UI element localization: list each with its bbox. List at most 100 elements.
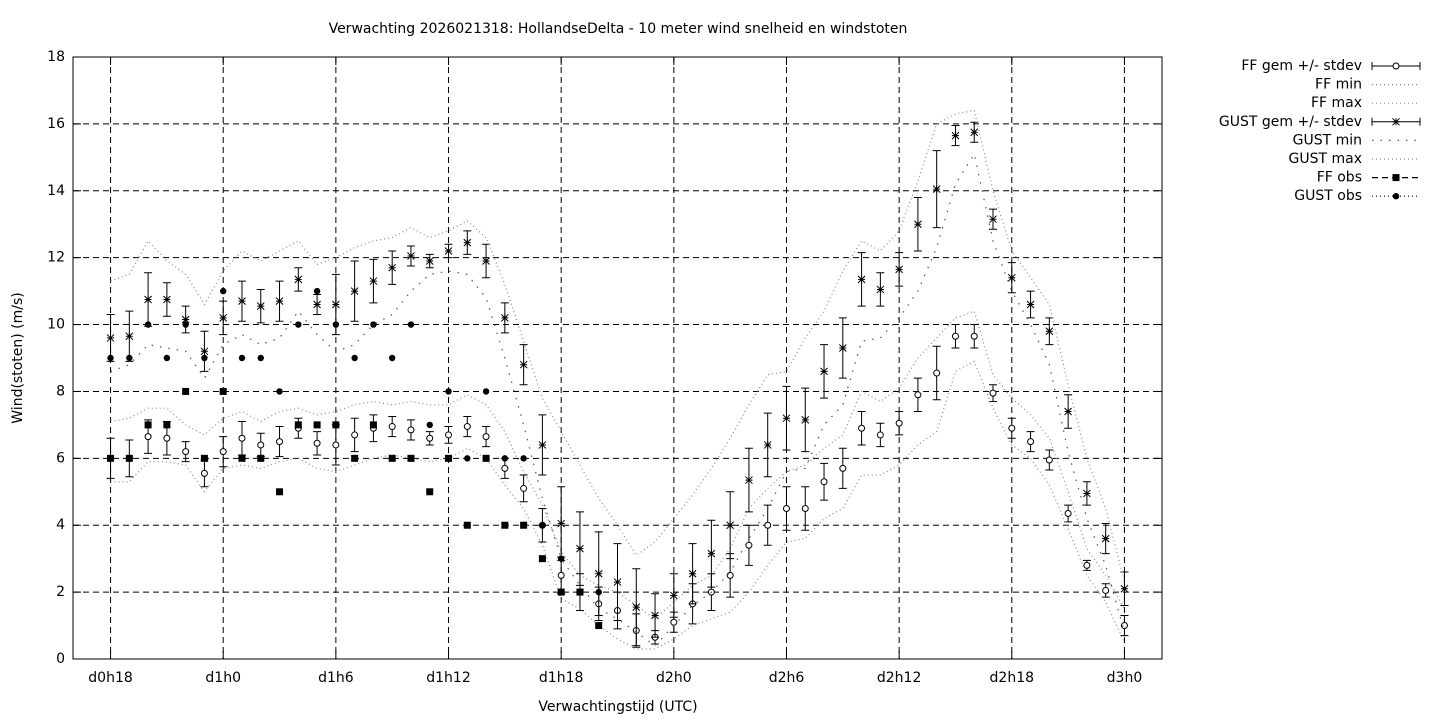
- error-point: [726, 491, 735, 560]
- marker: [370, 321, 377, 328]
- marker: [576, 588, 584, 596]
- marker: [463, 521, 471, 529]
- error-point: [895, 252, 904, 287]
- marker: [1102, 586, 1110, 594]
- error-point: [106, 314, 115, 362]
- marker: [388, 454, 396, 462]
- marker: [538, 441, 547, 449]
- marker: [951, 332, 959, 340]
- x-tick-label: d1h18: [539, 670, 583, 686]
- marker: [163, 434, 171, 442]
- y-tick-label: 6: [56, 450, 65, 466]
- marker: [745, 476, 753, 484]
- marker: [181, 315, 190, 324]
- marker: [520, 484, 528, 492]
- error-point: [989, 208, 998, 230]
- error-point: [388, 416, 397, 438]
- marker: [1007, 273, 1016, 282]
- marker: [125, 332, 134, 341]
- marker: [351, 431, 359, 439]
- legend-label: GUST min: [1293, 132, 1362, 148]
- marker: [557, 555, 565, 562]
- marker: [726, 571, 734, 579]
- marker: [444, 247, 453, 255]
- marker: [163, 295, 171, 304]
- marker: [182, 448, 190, 456]
- marker: [933, 369, 941, 377]
- marker: [876, 431, 884, 439]
- error-point: [200, 459, 209, 488]
- marker: [126, 354, 133, 362]
- marker: [1101, 534, 1110, 543]
- marker: [351, 454, 359, 462]
- x-tick-label: d3h0: [1107, 670, 1143, 686]
- marker: [276, 488, 284, 496]
- marker: [407, 454, 415, 462]
- marker: [426, 488, 434, 496]
- marker: [182, 387, 190, 395]
- x-tick-label: d1h12: [426, 670, 470, 686]
- x-tick-label: d2h18: [990, 670, 1034, 686]
- marker: [445, 454, 453, 462]
- error-point: [594, 531, 603, 617]
- error-point: [763, 504, 772, 546]
- y-tick-label: 10: [47, 317, 65, 333]
- marker: [332, 421, 340, 429]
- marker: [182, 321, 189, 328]
- marker: [257, 441, 265, 449]
- error-point: [1045, 449, 1054, 471]
- marker: [838, 344, 847, 352]
- marker: [501, 455, 509, 462]
- marker: [989, 389, 997, 397]
- marker: [106, 334, 115, 342]
- marker: [369, 421, 377, 429]
- error-point: [275, 426, 284, 458]
- y-tick-label: 4: [56, 517, 65, 533]
- marker: [1120, 584, 1129, 593]
- marker: [613, 578, 622, 586]
- marker: [313, 439, 321, 447]
- marker: [313, 300, 321, 309]
- marker: [276, 438, 284, 446]
- error-point: [913, 377, 922, 413]
- error-point: [1082, 481, 1091, 506]
- error-point: [1026, 431, 1035, 453]
- error-point: [482, 243, 491, 279]
- marker: [782, 505, 790, 512]
- marker: [482, 433, 490, 441]
- legend-label: FF obs: [1317, 170, 1362, 186]
- error-point: [782, 486, 791, 531]
- marker: [388, 263, 397, 272]
- marker: [539, 522, 546, 529]
- error-point: [144, 272, 153, 327]
- error-point: [219, 436, 228, 468]
- error-point: [857, 252, 866, 307]
- marker: [407, 321, 415, 328]
- error-point: [463, 416, 472, 438]
- marker: [464, 455, 471, 462]
- marker: [519, 360, 528, 369]
- marker: [163, 354, 171, 362]
- marker: [1045, 456, 1053, 464]
- marker: [294, 275, 303, 284]
- error-point: [557, 486, 566, 561]
- error-point: [651, 593, 660, 638]
- marker: [651, 611, 659, 620]
- error-point: [500, 457, 509, 479]
- error-point: [219, 300, 228, 336]
- error-point: [444, 426, 453, 444]
- error-point: [313, 293, 322, 316]
- error-point: [763, 412, 772, 478]
- marker: [200, 347, 209, 356]
- marker: [745, 541, 753, 549]
- marker: [1027, 438, 1035, 446]
- marker: [219, 448, 227, 456]
- marker: [369, 277, 378, 285]
- marker: [1083, 561, 1091, 569]
- error-point: [801, 387, 810, 453]
- marker: [594, 569, 603, 578]
- error-point: [519, 474, 528, 503]
- error-point: [1082, 559, 1091, 571]
- error-point: [575, 511, 584, 586]
- marker: [407, 426, 415, 434]
